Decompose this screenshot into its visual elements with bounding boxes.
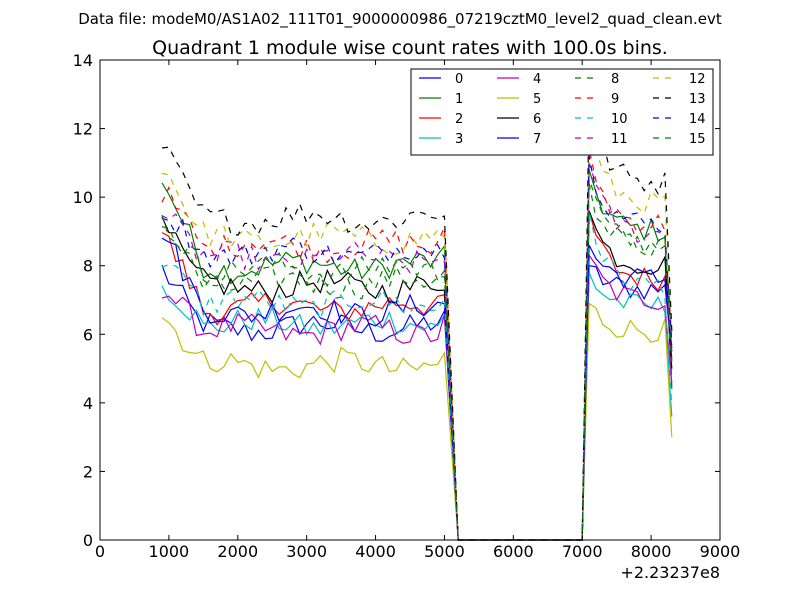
x-tick-label: 6000 (493, 542, 534, 561)
x-tick-label: 7000 (562, 542, 603, 561)
series-line-10 (161, 210, 673, 541)
legend-label-6: 6 (533, 112, 541, 127)
legend-label-11: 11 (611, 132, 628, 147)
legend-label-7: 7 (533, 132, 541, 147)
y-tick-label: 4 (83, 394, 93, 413)
figure-suptitle: Data file: modeM0/AS1A02_111T01_90000009… (78, 10, 722, 29)
x-offset-label: +2.23237e8 (620, 563, 720, 582)
series-line-4 (161, 253, 673, 541)
x-tick-label: 0 (95, 542, 105, 561)
chart-title: Quadrant 1 module wise count rates with … (152, 37, 668, 59)
x-tick-label: 1000 (149, 542, 190, 561)
series-line-3 (161, 272, 673, 541)
legend-label-14: 14 (689, 112, 706, 127)
series-line-15 (161, 183, 673, 541)
x-tick-label: 2000 (217, 542, 258, 561)
axis-ticks: 0 1000 2000 3000 4000 5000 6000 7000 8000 9000 0 2 4… (73, 51, 741, 561)
series-line-12 (161, 128, 673, 541)
legend-label-4: 4 (533, 72, 541, 87)
x-tick-label: 5000 (424, 542, 465, 561)
series-line-13 (161, 100, 673, 541)
x-tick-label: 3000 (286, 542, 327, 561)
legend-label-5: 5 (533, 92, 541, 107)
legend-label-2: 2 (455, 112, 463, 127)
y-tick-label: 10 (73, 188, 93, 207)
y-tick-label: 14 (73, 51, 93, 70)
x-tick-label: 9000 (700, 542, 741, 561)
legend-label-13: 13 (689, 92, 706, 107)
x-tick-label: 4000 (355, 542, 396, 561)
x-tick-label: 8000 (631, 542, 672, 561)
y-tick-label: 8 (83, 257, 93, 276)
series-line-9 (161, 148, 673, 541)
legend-label-10: 10 (611, 112, 628, 127)
series-line-14 (161, 155, 673, 541)
legend-label-8: 8 (611, 72, 619, 87)
legend-label-0: 0 (455, 72, 463, 87)
legend-label-12: 12 (689, 72, 706, 87)
y-tick-label: 6 (83, 325, 93, 344)
legend-label-15: 15 (689, 132, 706, 147)
series-line-5 (161, 302, 673, 541)
legend-box (410, 68, 714, 156)
y-tick-label: 2 (83, 462, 93, 481)
y-tick-label: 12 (73, 120, 93, 139)
axes-frame (99, 59, 721, 541)
legend-label-9: 9 (611, 92, 619, 107)
plot-area (161, 100, 673, 541)
series-line-2 (161, 210, 673, 541)
series-line-7 (161, 237, 673, 541)
legend-label-1: 1 (455, 92, 463, 107)
series-line-6 (161, 210, 673, 541)
y-tick-label: 0 (83, 531, 93, 550)
series-line-8 (161, 179, 673, 541)
legend-label-3: 3 (455, 132, 463, 147)
series-line-11 (161, 162, 673, 541)
